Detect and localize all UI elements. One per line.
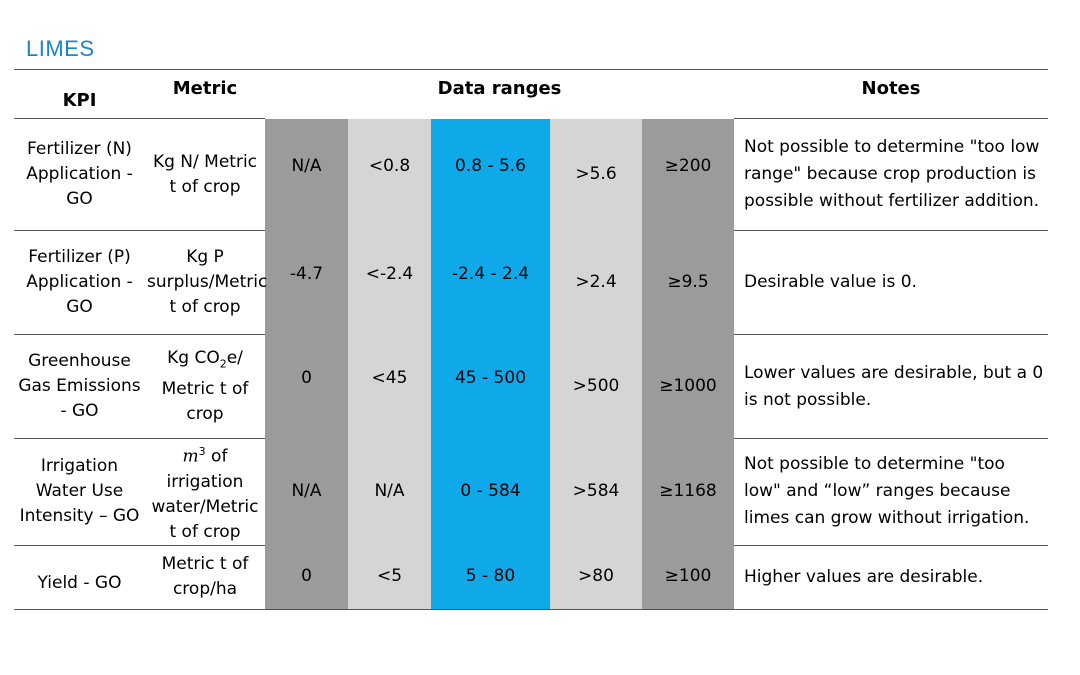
notes-cell: Higher values are desirable. xyxy=(734,544,1048,610)
kpi-cell: Fertilizer (N) Application - GO xyxy=(14,118,145,231)
range-cell: 0 - 584 xyxy=(431,438,550,546)
range-cell: >2.4 xyxy=(550,230,642,335)
header-data-ranges: Data ranges xyxy=(437,77,562,99)
kpi-cell: Fertilizer (P) Application - GO xyxy=(14,230,145,335)
range-cell: ≥1000 xyxy=(642,334,734,439)
range-cell: >5.6 xyxy=(550,118,642,231)
metric-cell: Kg N/ Metric t of crop xyxy=(145,118,265,231)
table-row: Fertilizer (N) Application - GO Kg N/ Me… xyxy=(14,118,1048,231)
notes-cell: Not possible to determine "too low range… xyxy=(734,118,1048,231)
range-cell: 0 xyxy=(265,545,348,610)
range-cell: ≥1168 xyxy=(642,438,734,546)
range-cell: 5 - 80 xyxy=(431,545,550,610)
range-cell: ≥9.5 xyxy=(642,230,734,335)
range-cell: <-2.4 xyxy=(348,230,431,335)
range-cell: N/A xyxy=(265,118,348,231)
range-cell: N/A xyxy=(265,438,348,546)
range-cell: <45 xyxy=(348,334,431,439)
header-metric: Metric xyxy=(172,77,238,99)
page-title: LIMES xyxy=(26,36,95,61)
metric-cell: Metric t of crop/ha xyxy=(145,544,265,610)
range-cell: N/A xyxy=(348,438,431,546)
notes-cell: Desirable value is 0. xyxy=(734,230,1048,335)
metric-cell: Kg P surplus/Metric t of crop xyxy=(145,230,267,335)
kpi-cell: Yield - GO xyxy=(14,544,145,610)
table-row: Fertilizer (P) Application - GO Kg P sur… xyxy=(14,230,1048,335)
header-kpi: KPI xyxy=(62,89,97,111)
range-cell: ≥200 xyxy=(642,118,734,231)
table-row: Irrigation Water Use Intensity – GO m3 o… xyxy=(14,438,1048,546)
table-row: Yield - GO Metric t of crop/ha 0 <5 5 - … xyxy=(14,544,1048,610)
range-cell: 0.8 - 5.6 xyxy=(431,118,550,231)
notes-cell: Not possible to determine "too low" and … xyxy=(734,438,1048,546)
range-cell: -4.7 xyxy=(265,230,348,335)
range-cell: 45 - 500 xyxy=(431,334,550,439)
range-cell: >584 xyxy=(550,438,642,546)
range-cell: -2.4 - 2.4 xyxy=(431,230,550,335)
kpi-cell: Greenhouse Gas Emissions - GO xyxy=(14,334,145,439)
metric-cell: m3 of irrigation water/Metric t of crop xyxy=(145,438,265,546)
range-cell: <5 xyxy=(348,545,431,610)
kpi-cell: Irrigation Water Use Intensity – GO xyxy=(14,438,145,546)
range-cell: >80 xyxy=(550,545,642,610)
range-cell: ≥100 xyxy=(642,545,734,610)
table-row: Greenhouse Gas Emissions - GO Kg CO2e/ M… xyxy=(14,334,1048,439)
range-cell: <0.8 xyxy=(348,118,431,231)
metric-cell: Kg CO2e/ Metric t of crop xyxy=(145,334,265,439)
range-cell: >500 xyxy=(550,334,642,439)
top-rule xyxy=(14,69,1048,70)
kpi-table: KPI Metric Data ranges Notes Fertilizer … xyxy=(14,70,1048,610)
header-notes: Notes xyxy=(861,77,921,99)
range-cell: 0 xyxy=(265,334,348,439)
notes-cell: Lower values are desirable, but a 0 is n… xyxy=(734,334,1048,439)
header-row: KPI Metric Data ranges Notes xyxy=(14,70,1048,119)
